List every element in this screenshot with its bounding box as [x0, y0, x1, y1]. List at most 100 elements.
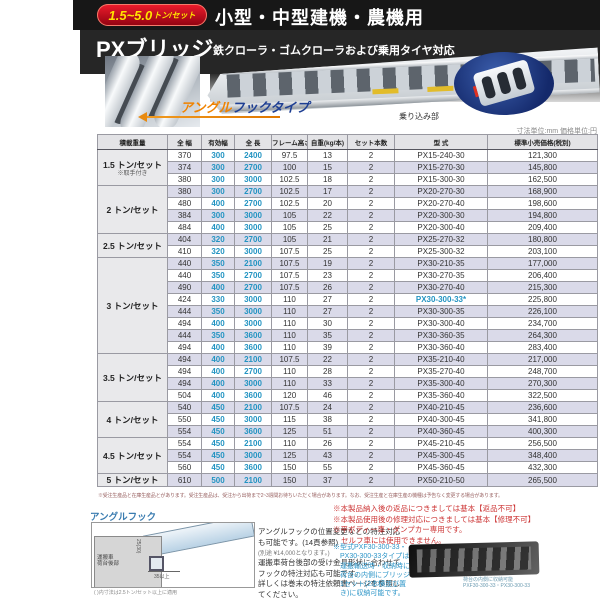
overall-width: 484	[167, 221, 202, 234]
overall-length: 3000	[234, 209, 272, 222]
overall-width: 410	[167, 245, 202, 258]
price: 270,300	[487, 377, 598, 390]
table-row: 484 400 3000 105 25 2 PX20-300-40 209,400	[98, 221, 598, 234]
crawler-storage-photo	[408, 541, 540, 578]
weight-group-text: 2 トン/セット	[106, 204, 159, 215]
table-row: 444 350 3600 110 35 2 PX30-360-35 264,300	[98, 329, 598, 342]
column-header: 全 幅	[167, 134, 202, 150]
table-row: 384 300 3000 105 22 2 PX20-300-30 194,800	[98, 209, 598, 222]
table-row: 554 450 3000 125 43 2 PX45-300-45 348,400	[98, 449, 598, 462]
storage-note-line: 荷台の内側にブリッジ	[340, 571, 410, 579]
overall-length: 2700	[234, 365, 272, 378]
overall-width: 384	[167, 209, 202, 222]
set-count: 2	[347, 329, 395, 342]
column-header: 型 式	[394, 134, 488, 150]
angle-hook-diagram: 運搬車 荷台後部 25(30) 35以上	[91, 522, 255, 588]
table-row: 494 400 3600 110 39 2 PX30-360-40 283,400	[98, 341, 598, 354]
ramp-end-shape	[472, 58, 536, 108]
price: 265,500	[487, 473, 598, 487]
unit-weight: 18	[307, 173, 348, 186]
set-count: 2	[347, 425, 395, 438]
price: 234,700	[487, 317, 598, 330]
model-code: PX15-240-30	[394, 149, 488, 162]
effective-width: 300	[201, 173, 235, 186]
weight-group-text: 1.5 トン/セット	[102, 159, 163, 170]
overall-length: 2400	[234, 149, 272, 162]
price: 341,800	[487, 413, 598, 426]
effective-width: 350	[201, 329, 235, 342]
overall-width: 554	[167, 449, 202, 462]
table-row: 2 トン/セット 380 300 2700 102.5 17 2 PX20-270-30 168…	[97, 185, 598, 234]
table-row: 424 330 3000 110 27 2 PX30-300-33* 225,800	[98, 293, 598, 306]
table-row: 4.5 トン/セット 554 450 2100 110 26 2 PX45-210-45 256…	[97, 437, 598, 474]
ramp-slot-shape	[480, 75, 497, 100]
table-row: 560 450 3600 150 55 2 PX45-360-45 432,300	[98, 461, 598, 474]
table-row: 2.5 トン/セット 404 320 2700 105 21 2 PX25-270-32 180…	[97, 233, 598, 258]
price: 348,400	[487, 449, 598, 462]
frame-height: 110	[271, 317, 308, 330]
unit-weight: 13	[307, 149, 348, 162]
capacity-badge-unit: トン/セット	[153, 10, 196, 20]
storage-note-line: PX30-300-33タイプは、	[340, 553, 417, 561]
diagram-dimension-vertical: 25(30)	[135, 539, 141, 554]
model-code: PX20-300-30	[394, 209, 488, 222]
storage-note-line: ※型式PXF30-300-33・	[333, 544, 407, 551]
unit-weight: 22	[307, 209, 348, 222]
set-count: 2	[347, 269, 395, 282]
effective-width: 400	[201, 281, 235, 294]
warning-sticker	[372, 88, 398, 94]
diagram-dimension-line	[148, 571, 180, 572]
caption-line: PXF30-300-33・PX30-300-33	[463, 582, 530, 589]
unit-weight: 26	[307, 281, 348, 294]
ramp-slot-shape	[511, 66, 528, 91]
unit-weight: 39	[307, 341, 348, 354]
table-row: 554 450 3600 125 51 2 PX40-360-45 400,300	[98, 425, 598, 438]
weight-group-text: 4.5 トン/セット	[102, 450, 163, 461]
overall-width: 504	[167, 389, 202, 402]
overall-length: 2700	[234, 197, 272, 210]
overall-width: 560	[167, 461, 202, 474]
price: 206,400	[487, 269, 598, 282]
model-code: PX40-360-45	[394, 425, 488, 438]
frame-height: 102.5	[271, 173, 308, 186]
frame-height: 107.5	[271, 281, 308, 294]
overall-width: 374	[167, 161, 202, 174]
overall-width: 444	[167, 305, 202, 318]
overall-length: 2700	[234, 269, 272, 282]
unit-weight: 15	[307, 161, 348, 174]
model-code: PX30-270-40	[394, 281, 488, 294]
model-code: PX25-300-32	[394, 245, 488, 258]
diagram-caption: ( )内寸法は2.5トン/セット以上に適用	[94, 590, 178, 596]
unit-weight: 22	[307, 353, 348, 366]
overall-length: 2100	[234, 473, 272, 487]
unit-weight: 28	[307, 365, 348, 378]
price: 177,000	[487, 257, 598, 270]
diagram-bed-label-line: 荷台後部	[97, 561, 120, 567]
warning-line: ※本製品使用後の修理対応につきましては基本【修理不可】	[333, 514, 536, 524]
weight-group-label: 1.5 トン/セット ※取手付き	[97, 149, 168, 186]
model-code: PX35-210-40	[394, 353, 488, 366]
warning-sticker	[427, 86, 453, 92]
effective-width: 300	[201, 149, 235, 162]
frame-height: 100	[271, 161, 308, 174]
overall-length: 3600	[234, 425, 272, 438]
price: 226,100	[487, 305, 598, 318]
weight-group-label: 4.5 トン/セット	[97, 437, 168, 474]
model-code: PX20-270-40	[394, 197, 488, 210]
table-row: 490 400 2700 107.5 26 2 PX30-270-40 215,300	[98, 281, 598, 294]
price: 215,300	[487, 281, 598, 294]
overall-length: 2700	[234, 281, 272, 294]
model-code: PX20-270-30	[394, 185, 488, 198]
category-title: 小型・中型建機・農機用	[215, 8, 424, 28]
table-row: 380 300 3000 102.5 18 2 PX15-300-30 162,500	[98, 173, 598, 186]
effective-width: 450	[201, 461, 235, 474]
spec-table: 積載重量全 幅有効幅全 長フレーム高さ 自重(kg/本) セット本数型 式標準小売価…	[97, 134, 598, 487]
frame-height: 105	[271, 209, 308, 222]
warning-notes: ※本製品納入後の返品につきましては基本【返品不可】 ※本製品使用後の修理対応につき…	[333, 504, 535, 546]
set-count: 2	[347, 401, 395, 414]
set-count: 2	[347, 389, 395, 402]
overall-width: 494	[167, 353, 202, 366]
pointer-arrow-line	[146, 116, 280, 118]
frame-height: 110	[271, 293, 308, 306]
